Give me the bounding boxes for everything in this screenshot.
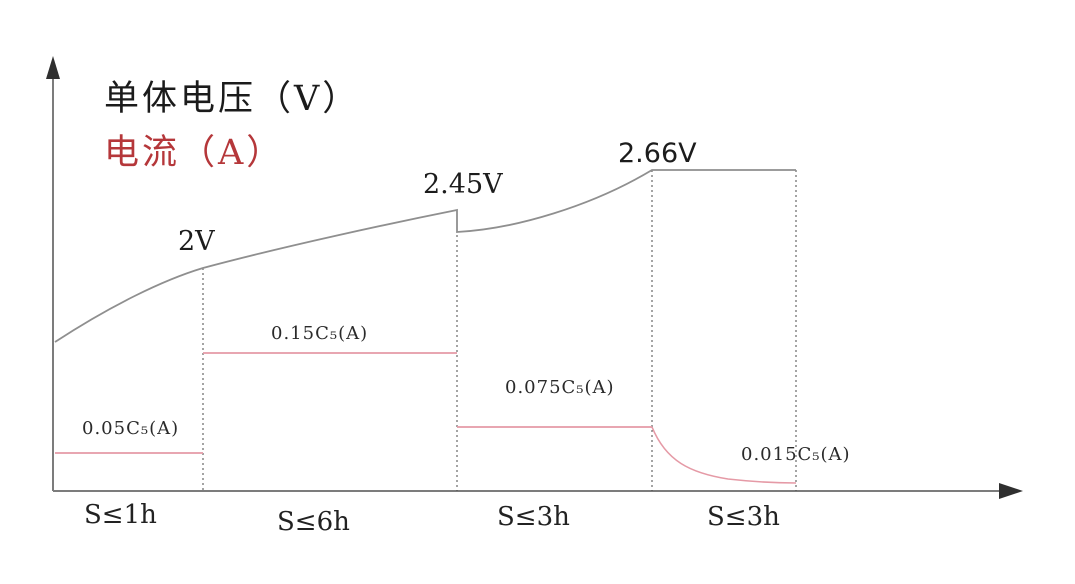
current-axis-title: 电流（A） [104,133,285,173]
voltage-axis-title: 单体电压（V） [104,79,361,119]
y-axis-arrow-icon [46,56,60,79]
stage-label-2: S≤6h [277,507,350,537]
voltage-annotation-2-45v: 2.45V [423,169,503,200]
stage-label-3: S≤3h [497,502,570,532]
current-annotation-stage3: 0.075C₅(A) [505,377,615,398]
current-annotation-stage4: 0.015C₅(A) [741,444,851,465]
voltage-curve [54,169,796,343]
voltage-annotation-2-66v: 2.66V [618,138,697,169]
current-annotation-stage2: 0.15C₅(A) [271,323,369,344]
voltage-annotation-2v: 2V [178,226,215,257]
stage-label-1: S≤1h [84,500,157,530]
current-decay-curve [651,426,797,484]
stage-label-4: S≤3h [707,502,780,532]
x-axis-arrow-icon [999,483,1023,499]
current-annotation-stage1: 0.05C₅(A) [82,418,180,439]
